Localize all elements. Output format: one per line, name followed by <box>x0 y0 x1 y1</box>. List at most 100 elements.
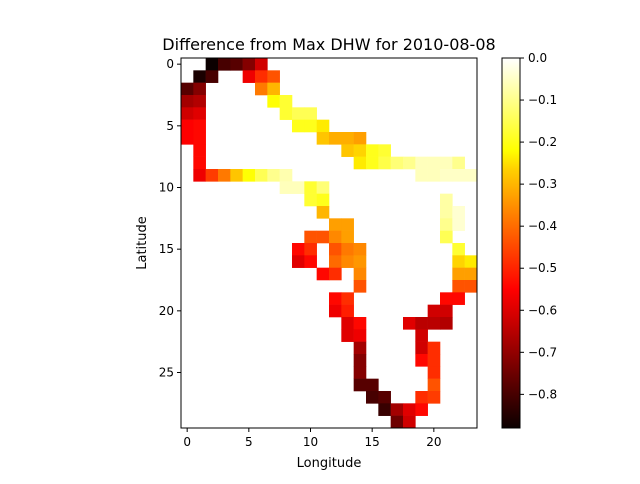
heatmap-cell <box>378 144 391 157</box>
x-tick-label: 20 <box>426 435 441 449</box>
heatmap-cell <box>181 95 194 108</box>
heatmap-cell <box>292 243 305 256</box>
heatmap-cell <box>378 403 391 416</box>
colorbar-tick-label: −0.7 <box>528 345 557 359</box>
heatmap-cell <box>304 255 317 268</box>
colorbar-gradient <box>501 57 521 429</box>
heatmap-cell <box>427 391 441 404</box>
heatmap-cell <box>353 378 367 392</box>
heatmap-cell <box>353 341 367 355</box>
plot-frame <box>180 57 478 429</box>
heatmap-cell <box>267 82 280 96</box>
heatmap-cell <box>255 82 268 96</box>
heatmap-cell <box>415 341 428 355</box>
heatmap-cell <box>292 107 305 120</box>
heatmap-cell <box>193 107 206 120</box>
heatmap-cell <box>304 119 317 133</box>
heatmap-cell <box>440 193 453 207</box>
colorbar-tick-label: 0.0 <box>528 51 547 65</box>
heatmap-cell <box>452 218 465 231</box>
heatmap-cell <box>205 70 219 83</box>
heatmap-cell <box>415 317 428 330</box>
heatmap-cell <box>452 280 465 293</box>
heatmap-cell <box>427 304 441 318</box>
heatmap-cell <box>353 255 367 268</box>
heatmap-cell <box>427 341 441 355</box>
heatmap-cell <box>464 169 478 182</box>
y-axis-label: Latitude <box>135 216 150 270</box>
heatmap-plot-area <box>180 57 478 429</box>
colorbar-ticks: 0.0 −0.1 −0.2 −0.3 −0.4 −0.5 −0.6 −0.7 −0.8 <box>520 51 557 401</box>
heatmap-cell <box>341 304 354 318</box>
heatmap-cell <box>366 144 379 157</box>
y-axis-ticks: 0 5 10 15 20 25 <box>159 57 181 380</box>
heatmap-cell <box>353 354 367 367</box>
chart-title: Difference from Max DHW for 2010-08-08 <box>162 35 495 54</box>
heatmap-cell <box>353 132 367 145</box>
heatmap-cell <box>452 206 465 219</box>
y-tick-label: 10 <box>159 181 174 195</box>
heatmap-cell <box>304 243 317 256</box>
heatmap-cell <box>316 193 330 207</box>
heatmap-cell <box>452 243 465 256</box>
colorbar-tick-label: −0.4 <box>528 219 557 233</box>
y-tick-label: 5 <box>166 119 174 133</box>
heatmap-cell <box>440 218 453 231</box>
heatmap-cell <box>193 70 206 83</box>
heatmap-cell <box>341 255 354 268</box>
heatmap-cell <box>452 255 465 268</box>
heatmap-cell <box>304 193 317 207</box>
colorbar-tick-label: −0.5 <box>528 261 557 275</box>
x-axis-ticks: 0 5 10 15 20 <box>183 428 441 449</box>
heatmap-cells <box>181 58 478 429</box>
heatmap-cell <box>205 169 219 182</box>
heatmap-cell <box>329 292 342 305</box>
heatmap-cell <box>181 119 194 133</box>
heatmap-cell <box>279 107 293 120</box>
heatmap-cell <box>292 119 305 133</box>
heatmap-cell <box>316 132 330 145</box>
heatmap-cell <box>415 354 428 367</box>
heatmap-cell <box>255 58 268 71</box>
heatmap-cell <box>427 366 441 379</box>
heatmap-cell <box>181 82 194 96</box>
heatmap-cell <box>218 58 231 71</box>
heatmap-cell <box>452 169 465 182</box>
heatmap-cell <box>329 304 342 318</box>
heatmap-cell <box>378 391 391 404</box>
heatmap-cell <box>304 107 317 120</box>
heatmap-cell <box>267 95 280 108</box>
heatmap-cell <box>341 230 354 244</box>
heatmap-cell <box>341 144 354 157</box>
heatmap-cell <box>193 144 206 157</box>
heatmap-cell <box>353 280 367 293</box>
heatmap-cell <box>193 82 206 96</box>
heatmap-cell <box>390 403 404 416</box>
heatmap-cell <box>304 230 317 244</box>
heatmap-cell <box>267 169 280 182</box>
x-tick-label: 5 <box>245 435 253 449</box>
heatmap-cell <box>464 255 478 268</box>
heatmap-cell <box>452 292 465 305</box>
heatmap-cell <box>440 292 453 305</box>
heatmap-cell <box>242 70 256 83</box>
colorbar-tick-label: −0.3 <box>528 177 557 191</box>
heatmap-cell <box>218 169 231 182</box>
heatmap-cell <box>341 243 354 256</box>
heatmap-cell <box>205 58 219 71</box>
heatmap-cell <box>353 243 367 256</box>
heatmap-cell <box>403 403 416 416</box>
heatmap-cell <box>341 132 354 145</box>
heatmap-cell <box>255 70 268 83</box>
heatmap-cell <box>242 169 256 182</box>
heatmap-cell <box>329 255 342 268</box>
heatmap-cell <box>341 329 354 342</box>
heatmap-cell <box>415 156 428 170</box>
heatmap-cell <box>341 292 354 305</box>
heatmap-cell <box>415 169 428 182</box>
heatmap-cell <box>329 132 342 145</box>
heatmap-cell <box>316 206 330 219</box>
heatmap-cell <box>255 169 268 182</box>
heatmap-cell <box>390 415 404 429</box>
heatmap-cell <box>427 317 441 330</box>
